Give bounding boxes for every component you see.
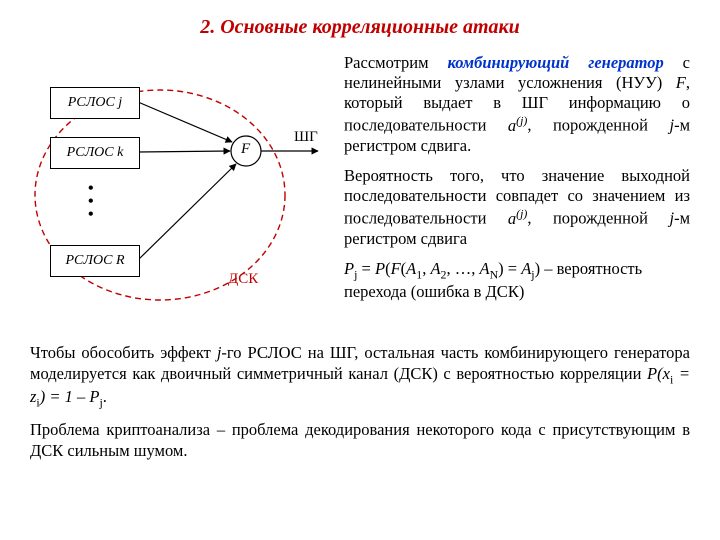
slide-title: 2. Основные корреляционные атаки bbox=[30, 16, 690, 39]
arrow-j-f bbox=[138, 102, 232, 142]
p2-aj: a(j) bbox=[508, 209, 527, 228]
p1-aj: a(j) bbox=[508, 116, 527, 135]
p1-F: F bbox=[676, 73, 686, 92]
box-k: РСЛОС k bbox=[50, 137, 140, 169]
p1-term: комбинирующий генератор bbox=[447, 53, 663, 72]
arrow-k-f bbox=[138, 151, 230, 152]
diagram: РСЛОС j РСЛОС k РСЛОС R ••• F ШГ ДСК bbox=[30, 65, 330, 325]
top-row: РСЛОС j РСЛОС k РСЛОС R ••• F ШГ ДСК Рас… bbox=[30, 53, 690, 325]
box-k-label: РСЛОС k bbox=[67, 145, 124, 161]
box-j-label: РСЛОС j bbox=[68, 95, 122, 111]
p2-b: , порожденной bbox=[527, 209, 669, 228]
box-j: РСЛОС j bbox=[50, 87, 140, 119]
shg-label: ШГ bbox=[294, 129, 318, 146]
p3-a: Чтобы обособить эффект bbox=[30, 343, 217, 362]
p3-c: . bbox=[103, 387, 107, 406]
paragraph-4: Проблема криптоанализа – проблема декоди… bbox=[30, 420, 690, 461]
paragraph-2: Вероятность того, что значение выходной … bbox=[344, 166, 690, 249]
formula: Pj = P(F(A1, A2, …, AN) = Aj) – вероятно… bbox=[344, 259, 690, 302]
p1-a: Рассмотрим bbox=[344, 53, 447, 72]
box-r-label: РСЛОС R bbox=[65, 253, 124, 269]
right-text: Рассмотрим комбинирующий генератор с нел… bbox=[344, 53, 690, 308]
title-number: 2. bbox=[200, 16, 215, 38]
dsk-label: ДСК bbox=[228, 271, 258, 288]
title-text: Основные корреляционные атаки bbox=[220, 16, 520, 38]
vertical-dots: ••• bbox=[88, 183, 96, 221]
lower-text: Чтобы обособить эффект j-го РСЛОС на ШГ,… bbox=[30, 337, 690, 461]
p1-e: , порожденной bbox=[527, 116, 669, 135]
paragraph-3: Чтобы обособить эффект j-го РСЛОС на ШГ,… bbox=[30, 343, 690, 410]
paragraph-1: Рассмотрим комбинирующий генератор с нел… bbox=[344, 53, 690, 156]
box-r: РСЛОС R bbox=[50, 245, 140, 277]
f-label: F bbox=[241, 141, 250, 158]
arrow-r-f bbox=[138, 164, 236, 260]
